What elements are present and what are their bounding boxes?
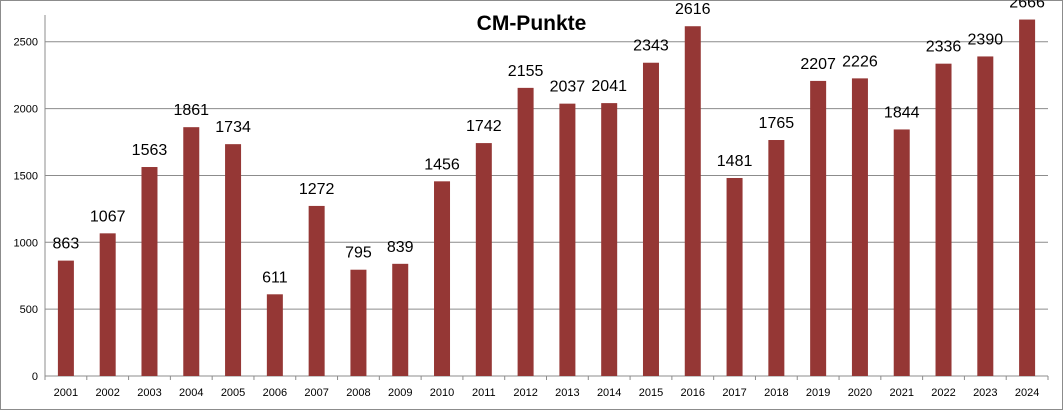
x-tick-label: 2023 — [973, 387, 997, 399]
x-tick-label: 2010 — [430, 387, 454, 399]
bar — [726, 177, 743, 376]
data-label: 2037 — [550, 79, 586, 96]
bar — [517, 87, 534, 376]
x-tick-label: 2001 — [54, 387, 78, 399]
x-tick-label: 2019 — [806, 387, 830, 399]
y-tick-label: 0 — [32, 371, 38, 383]
x-tick-label: 2006 — [263, 387, 287, 399]
data-label: 1844 — [884, 104, 920, 121]
bar — [642, 62, 659, 376]
bar — [601, 103, 618, 376]
x-tick-label: 2007 — [304, 387, 328, 399]
bar — [768, 140, 785, 376]
bar — [308, 205, 325, 376]
x-tick-label: 2004 — [179, 387, 203, 399]
bar — [141, 167, 158, 376]
data-label: 2390 — [968, 31, 1004, 48]
bar — [684, 26, 701, 377]
y-tick-label: 2000 — [14, 104, 38, 116]
bar — [935, 63, 952, 376]
bar — [434, 181, 451, 376]
data-label: 2155 — [508, 63, 544, 80]
x-tick-label: 2013 — [555, 387, 579, 399]
x-tick-label: 2014 — [597, 387, 621, 399]
data-label: 1067 — [90, 208, 126, 225]
x-tick-label: 2017 — [722, 387, 746, 399]
x-tick-label: 2009 — [388, 387, 412, 399]
x-tick-label: 2015 — [639, 387, 663, 399]
y-tick-label: 1000 — [14, 237, 38, 249]
data-label: 1563 — [132, 142, 168, 159]
x-tick-label: 2008 — [346, 387, 370, 399]
x-tick-label: 2016 — [681, 387, 705, 399]
data-label: 2343 — [633, 38, 669, 55]
data-label: 611 — [262, 269, 288, 286]
y-tick-label: 1500 — [14, 170, 38, 182]
y-tick-label: 500 — [20, 304, 38, 316]
data-label: 839 — [387, 239, 414, 256]
x-tick-label: 2005 — [221, 387, 245, 399]
x-tick-label: 2002 — [95, 387, 119, 399]
bar — [475, 143, 492, 376]
x-tick-label: 2012 — [513, 387, 537, 399]
bar — [1019, 19, 1036, 376]
data-label: 1456 — [424, 156, 460, 173]
x-tick-label: 2024 — [1015, 387, 1039, 399]
data-label: 2616 — [675, 1, 711, 18]
bar — [977, 56, 994, 376]
x-tick-label: 2021 — [889, 387, 913, 399]
bar — [810, 80, 827, 376]
chart-title: CM-Punkte — [476, 12, 587, 35]
data-label: 1734 — [215, 119, 251, 136]
x-tick-label: 2018 — [764, 387, 788, 399]
bar — [99, 233, 116, 376]
bar — [225, 144, 242, 376]
data-label: 1861 — [173, 102, 209, 119]
x-tick-label: 2020 — [848, 387, 872, 399]
data-label: 1481 — [717, 153, 753, 170]
x-tick-label: 2003 — [137, 387, 161, 399]
bar — [392, 263, 409, 376]
x-tick-label: 2022 — [931, 387, 955, 399]
bar — [57, 260, 74, 376]
data-label: 2207 — [800, 56, 836, 73]
bar — [350, 269, 367, 376]
bar — [851, 78, 868, 377]
data-label: 795 — [345, 245, 372, 262]
bar — [893, 129, 910, 376]
data-label: 1765 — [759, 115, 795, 132]
data-label: 2666 — [1009, 0, 1045, 12]
data-label: 1742 — [466, 118, 502, 135]
bar — [183, 127, 200, 377]
x-tick-label: 2011 — [472, 387, 496, 399]
data-label: 2041 — [591, 78, 627, 95]
y-tick-label: 2500 — [14, 37, 38, 49]
data-label: 2226 — [842, 53, 878, 70]
bar — [266, 294, 283, 376]
data-label: 863 — [53, 236, 80, 253]
data-label: 2336 — [926, 39, 962, 56]
bar — [559, 103, 576, 376]
data-label: 1272 — [299, 181, 335, 198]
